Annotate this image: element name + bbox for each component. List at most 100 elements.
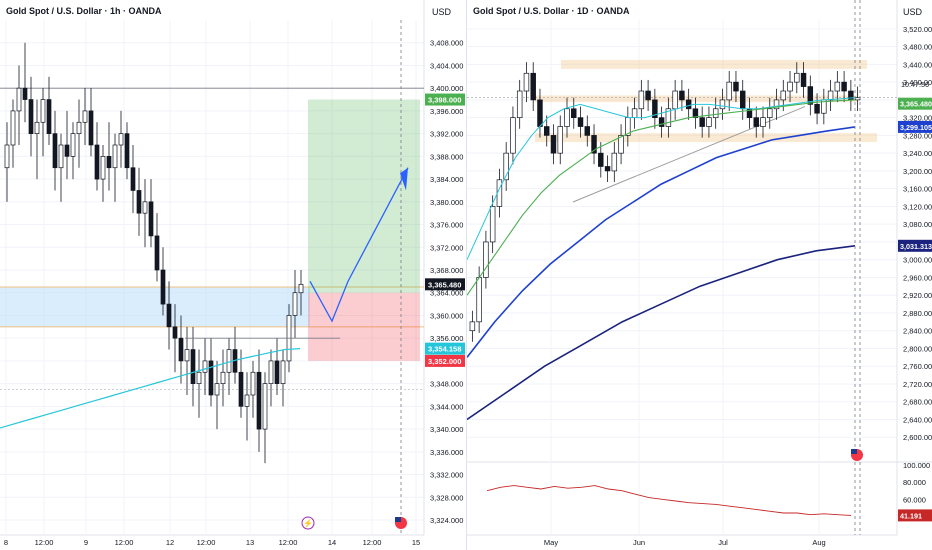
left-stop-price-label-bg <box>425 354 465 367</box>
left-y-tick: 3,372.000 <box>430 243 463 252</box>
right-candle-body <box>489 206 496 243</box>
left-chart-panel[interactable]: Gold Spot / U.S. Dollar · 1h · OANDA USD… <box>0 0 466 550</box>
right-y-tick: 3,240.000 <box>903 149 932 158</box>
right-candle-body <box>571 108 577 119</box>
right-x-tick: Aug <box>812 538 825 547</box>
right-y-tick: 2,880.000 <box>903 309 932 318</box>
left-x-tick: 9 <box>84 538 88 547</box>
right-candle-body <box>685 99 692 110</box>
right-candle-body <box>807 86 814 105</box>
right-ma100-price-label: 3,299.105 <box>900 123 932 132</box>
right-candle-body <box>469 321 476 332</box>
left-candle-body <box>226 349 232 373</box>
left-candle-body <box>160 269 166 305</box>
left-y-tick: 3,396.000 <box>430 107 463 116</box>
left-candle-body <box>124 133 130 169</box>
right-x-tick: Jul <box>718 538 728 547</box>
right-y-tick: 2,600.000 <box>903 433 932 442</box>
left-x-tick: 15 <box>412 538 420 547</box>
left-x-tick: 12:00 <box>363 538 382 547</box>
right-y-tick: 2,840.000 <box>903 327 932 336</box>
right-x-tick: Jun <box>633 538 645 547</box>
right-candle-body <box>611 152 618 172</box>
lightning-icon-glyph: ⚡ <box>303 518 313 528</box>
right-candle-body <box>719 99 726 110</box>
left-candle-body <box>268 360 274 384</box>
right-candle-body <box>733 81 739 92</box>
left-candle-body <box>196 371 202 384</box>
right-candle-body <box>800 72 807 87</box>
right-y-tick: 3,000.000 <box>903 256 932 265</box>
right-ma50-line <box>467 99 856 296</box>
left-candle-body <box>280 360 286 384</box>
right-y-tick: 2,800.000 <box>903 344 932 353</box>
right-mid-zone <box>535 95 857 103</box>
left-candle-body <box>184 349 190 362</box>
left-candle-body <box>34 121 40 134</box>
right-candle-body <box>854 97 861 101</box>
right-rsi-value-label-bg <box>898 509 932 522</box>
right-candle-body <box>726 81 732 101</box>
right-candle-body <box>753 117 759 127</box>
right-x-tick: May <box>544 538 558 547</box>
right-candle-body <box>537 99 543 127</box>
left-ma-price-label: 3,354.158 <box>428 345 461 354</box>
right-candle-body <box>827 90 834 101</box>
right-rsi-value-label: 41.191 <box>900 511 922 520</box>
left-y-tick: 3,336.000 <box>430 448 463 457</box>
left-price-chart[interactable]: 3,408.000 3,404.000 3,400.000 3,396.000 3,39… <box>0 0 466 550</box>
left-y-tick: 3,348.000 <box>430 380 463 389</box>
right-y-tick: 3,320.000 <box>903 114 932 123</box>
us-flag-icon-canton <box>851 449 857 454</box>
left-candle-body <box>148 201 154 237</box>
left-y-tick: 3,356.000 <box>430 334 463 343</box>
right-candle-body <box>543 126 550 136</box>
left-chart-title: Gold Spot / U.S. Dollar · 1h · OANDA <box>6 6 162 16</box>
right-rsi-tick: 80.000 <box>903 478 926 487</box>
right-trendline <box>572 106 806 203</box>
left-candle-body <box>154 235 160 271</box>
left-candle-body <box>250 371 256 396</box>
right-candle-body <box>638 90 645 110</box>
right-candle-body <box>787 81 793 92</box>
right-y-tick: 2,640.000 <box>903 415 932 424</box>
right-candle-body <box>706 117 712 127</box>
left-candle-body <box>46 99 52 134</box>
right-candle-body <box>476 277 482 323</box>
right-candle-body <box>530 72 536 101</box>
right-y-tick: 3,440.000 <box>903 60 932 69</box>
left-x-tick: 12:00 <box>279 538 298 547</box>
right-ma20-line <box>467 97 856 260</box>
right-candle-body <box>780 90 787 101</box>
left-y-tick: 3,388.000 <box>430 152 463 161</box>
left-candle-body <box>100 156 106 180</box>
right-chart-panel[interactable]: Gold Spot / U.S. Dollar · 1D · OANDA USD… <box>466 0 932 550</box>
right-candle-body <box>618 135 624 154</box>
left-y-tick: 3,400.000 <box>430 84 463 93</box>
right-rsi-tick: 100.000 <box>903 461 930 470</box>
left-y-tick: 3,324.000 <box>430 516 463 525</box>
left-candle-body <box>274 360 280 384</box>
left-projection-arrowhead <box>400 167 408 191</box>
left-x-tick: 14 <box>328 538 336 547</box>
right-y-tick: 3,200.000 <box>903 167 932 176</box>
right-resistance-zone <box>561 59 867 69</box>
left-demand-zone <box>0 287 310 327</box>
right-candle-body <box>550 135 557 154</box>
left-candle-body <box>22 87 28 100</box>
left-y-tick: 3,360.000 <box>430 311 463 320</box>
right-candle-body <box>652 99 658 119</box>
right-ma200-line <box>467 245 856 421</box>
right-candle-body <box>604 166 611 172</box>
right-y-tick: 2,680.000 <box>903 398 932 407</box>
left-candle-body <box>40 99 46 123</box>
left-x-tick: 8 <box>4 538 8 547</box>
right-candle-body <box>645 90 651 101</box>
left-y-tick: 3,404.000 <box>430 61 463 70</box>
right-rsi-line <box>486 485 852 516</box>
right-y-tick: 3,400.000 <box>903 78 932 87</box>
right-price-chart[interactable]: 3,520.000 3,480.000 3,440.000 3,400.000 3,36… <box>467 0 932 550</box>
left-candle-body <box>202 360 208 373</box>
left-candle-body <box>208 360 214 396</box>
left-candle-body <box>118 133 124 146</box>
